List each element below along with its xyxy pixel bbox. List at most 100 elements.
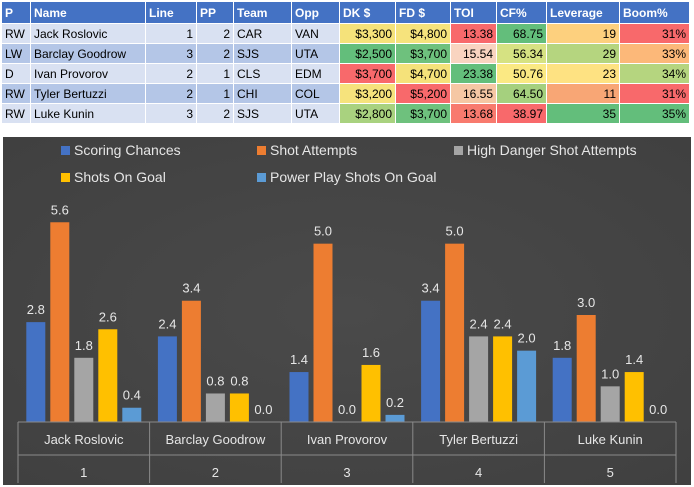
data-label: 1.8 [75,338,93,353]
chart-background [3,137,691,485]
bar [600,386,620,422]
cell-line[interactable]: 2 [145,83,197,104]
cell-pp[interactable]: 1 [196,63,234,84]
cell-fd[interactable]: $3,700 [395,103,451,124]
table-row[interactable]: RW Tyler Bertuzzi 2 1 CHI COL $3,200 $5,… [1,83,690,104]
cell-name[interactable]: Tyler Bertuzzi [30,83,146,104]
bar [229,393,249,422]
cell-toi[interactable]: 15.54 [450,43,497,64]
category-index-label: 1 [80,465,87,480]
cell-team[interactable]: SJS [233,43,292,64]
cell-leverage[interactable]: 23 [546,63,620,84]
cell-leverage[interactable]: 29 [546,43,620,64]
bar [624,372,644,422]
table-row[interactable]: RW Luke Kunin 3 2 SJS UTA $2,800 $3,700 … [1,103,690,124]
cell-dk[interactable]: $2,800 [339,103,396,124]
col-header-cf[interactable]: CF% [496,1,547,24]
col-header-toi[interactable]: TOI [450,1,497,24]
player-table: P Name Line PP Team Opp DK $ FD $ TOI CF… [1,1,690,124]
cell-cf[interactable]: 50.76 [496,63,547,84]
data-label: 3.0 [577,295,595,310]
cell-pos[interactable]: RW [1,83,31,104]
col-header-leverage[interactable]: Leverage [546,1,620,24]
cell-cf[interactable]: 64.50 [496,83,547,104]
cell-pp[interactable]: 2 [196,103,234,124]
cell-name[interactable]: Ivan Provorov [30,63,146,84]
cell-toi[interactable]: 13.38 [450,23,497,44]
data-label: 2.6 [99,309,117,324]
cell-name[interactable]: Luke Kunin [30,103,146,124]
cell-opp[interactable]: COL [291,83,340,104]
cell-boom[interactable]: 31% [619,83,690,104]
cell-pp[interactable]: 1 [196,83,234,104]
cell-line[interactable]: 1 [145,23,197,44]
table-row[interactable]: RW Jack Roslovic 1 2 CAR VAN $3,300 $4,8… [1,23,690,44]
col-header-pp[interactable]: PP [196,1,234,24]
cell-cf[interactable]: 56.34 [496,43,547,64]
col-header-boom[interactable]: Boom% [619,1,690,24]
cell-leverage[interactable]: 35 [546,103,620,124]
cell-cf[interactable]: 68.75 [496,23,547,44]
col-header-pos[interactable]: P [1,1,31,24]
cell-dk[interactable]: $2,500 [339,43,396,64]
cell-leverage[interactable]: 19 [546,23,620,44]
cell-team[interactable]: CLS [233,63,292,84]
cell-dk[interactable]: $3,700 [339,63,396,84]
bar [313,243,333,422]
bar [122,407,142,422]
data-label: 0.0 [338,402,356,417]
cell-team[interactable]: SJS [233,103,292,124]
cell-toi[interactable]: 16.55 [450,83,497,104]
cell-opp[interactable]: EDM [291,63,340,84]
bar [361,364,381,422]
col-header-name[interactable]: Name [30,1,146,24]
cell-toi[interactable]: 23.38 [450,63,497,84]
category-index-label: 2 [212,465,219,480]
cell-line[interactable]: 3 [145,103,197,124]
data-label: 2.8 [27,302,45,317]
cell-fd[interactable]: $3,700 [395,43,451,64]
cell-fd[interactable]: $4,700 [395,63,451,84]
cell-fd[interactable]: $5,200 [395,83,451,104]
cell-boom[interactable]: 34% [619,63,690,84]
cell-leverage[interactable]: 11 [546,83,620,104]
cell-dk[interactable]: $3,300 [339,23,396,44]
col-header-fd[interactable]: FD $ [395,1,451,24]
cell-name[interactable]: Jack Roslovic [30,23,146,44]
cell-name[interactable]: Barclay Goodrow [30,43,146,64]
cell-cf[interactable]: 38.97 [496,103,547,124]
col-header-opp[interactable]: Opp [291,1,340,24]
cell-pos[interactable]: D [1,63,31,84]
cell-team[interactable]: CHI [233,83,292,104]
cell-pp[interactable]: 2 [196,43,234,64]
data-label: 1.8 [553,338,571,353]
cell-boom[interactable]: 33% [619,43,690,64]
cell-pos[interactable]: RW [1,103,31,124]
bar [98,329,118,422]
data-label: 5.0 [314,224,332,239]
col-header-dk[interactable]: DK $ [339,1,396,24]
cell-opp[interactable]: UTA [291,103,340,124]
table-row[interactable]: D Ivan Provorov 2 1 CLS EDM $3,700 $4,70… [1,63,690,84]
cell-opp[interactable]: VAN [291,23,340,44]
cell-opp[interactable]: UTA [291,43,340,64]
cell-dk[interactable]: $3,200 [339,83,396,104]
cell-team[interactable]: CAR [233,23,292,44]
cell-boom[interactable]: 35% [619,103,690,124]
cell-pos[interactable]: LW [1,43,31,64]
data-label: 5.0 [446,224,464,239]
bar [445,243,465,422]
col-header-team[interactable]: Team [233,1,292,24]
bar [50,222,70,422]
cell-boom[interactable]: 31% [619,23,690,44]
cell-fd[interactable]: $4,800 [395,23,451,44]
cell-toi[interactable]: 13.68 [450,103,497,124]
data-label: 2.4 [494,316,512,331]
cell-pos[interactable]: RW [1,23,31,44]
cell-line[interactable]: 3 [145,43,197,64]
cell-line[interactable]: 2 [145,63,197,84]
bar [421,300,441,422]
table-row[interactable]: LW Barclay Goodrow 3 2 SJS UTA $2,500 $3… [1,43,690,64]
cell-pp[interactable]: 2 [196,23,234,44]
col-header-line[interactable]: Line [145,1,197,24]
